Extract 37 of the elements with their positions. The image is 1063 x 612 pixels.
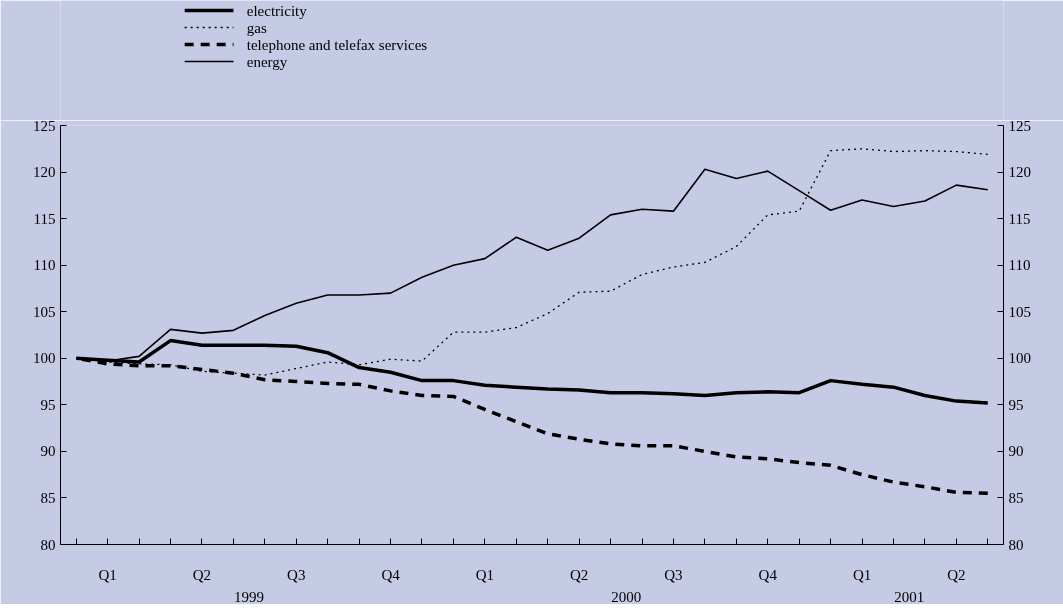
y-tick-label: 95 <box>40 396 56 413</box>
y-tick-label: 90 <box>40 443 56 460</box>
x-tick-label: Q2 <box>569 566 589 583</box>
y2-tick-label: 80 <box>1008 536 1024 553</box>
y-tick-label: 100 <box>33 350 56 367</box>
x-tick-label: Q1 <box>475 566 495 583</box>
x-tick-label: Q3 <box>664 566 683 583</box>
text: 2001 <box>894 588 925 605</box>
y-tick-label: 80 <box>40 536 56 553</box>
text: 2000 <box>611 588 642 605</box>
y2-tick-label: 85 <box>1008 489 1024 506</box>
y-tick-label: 125 <box>33 117 56 134</box>
y2-tick-label: 115 <box>1008 210 1031 227</box>
y-tick-label: 105 <box>33 303 56 320</box>
x-tick-label: Q3 <box>287 566 306 583</box>
y-tick-label: 85 <box>40 489 56 506</box>
y2-tick-label: 90 <box>1008 443 1024 460</box>
y-tick-label: 120 <box>33 164 56 181</box>
y-tick-label: 110 <box>33 257 56 274</box>
x-tick-label: Q2 <box>192 566 212 583</box>
y2-tick-label: 105 <box>1008 303 1031 320</box>
y2-tick-label: 125 <box>1008 117 1031 134</box>
text: 1999 <box>234 588 265 605</box>
x-tick-label: Q2 <box>947 566 966 583</box>
y-tick-label: 115 <box>33 210 56 227</box>
legend-label: telephone and telefax services <box>246 36 428 53</box>
x-tick-label: Q1 <box>98 566 117 583</box>
x-tick-label: Q4 <box>381 566 401 583</box>
x-tick-label: Q1 <box>852 566 872 583</box>
legend-label: gas <box>246 19 267 36</box>
y2-tick-label: 100 <box>1008 350 1031 367</box>
y2-tick-label: 95 <box>1008 396 1024 413</box>
legend-label: electricity <box>246 2 308 19</box>
y2-tick-label: 120 <box>1008 164 1031 181</box>
y2-tick-label: 110 <box>1008 257 1031 274</box>
legend-label: energy <box>246 53 288 70</box>
x-tick-label: Q4 <box>758 566 778 583</box>
